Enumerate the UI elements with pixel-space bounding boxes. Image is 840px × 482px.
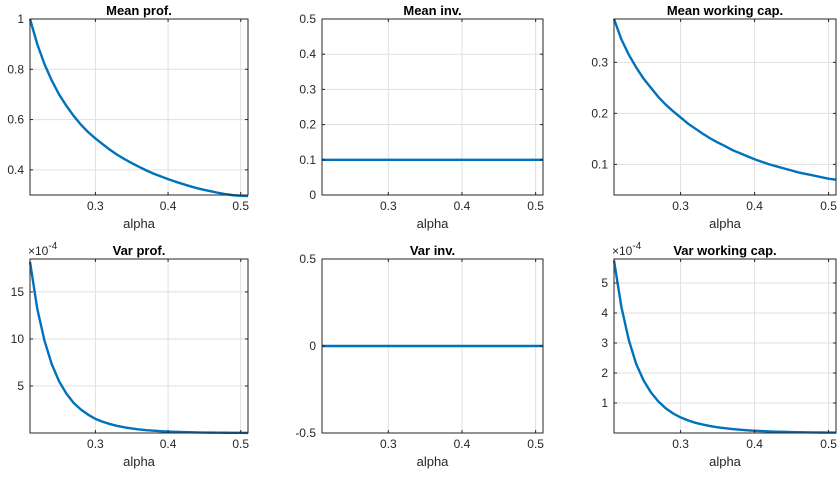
data-line xyxy=(612,18,837,181)
x-tick-label: 0.3 xyxy=(380,437,397,451)
x-tick-label: 0.3 xyxy=(672,199,689,213)
y-tick-label: -0.5 xyxy=(295,426,316,440)
x-tick-label: 0.5 xyxy=(232,199,249,213)
axes-box xyxy=(29,258,249,434)
plot-area xyxy=(30,19,248,195)
y-tick-label: 1 xyxy=(17,12,24,26)
y-tick-label: 0.8 xyxy=(7,62,24,76)
y-tick-label: 10 xyxy=(11,332,25,346)
x-tick-label: 0.4 xyxy=(454,437,471,451)
subplot-1: 0.3 0.4 0.5 0.4 0.6 0.8 1 Mean prof. alpha xyxy=(7,3,249,231)
y-tick-label: 0 xyxy=(309,339,316,353)
y-tick-label: 2 xyxy=(601,366,608,380)
chart-title: Var working cap. xyxy=(673,243,776,258)
subplot-6: 0.3 0.4 0.5 1 2 3 4 5 Var working cap. alpha ×10-4 xyxy=(601,241,837,469)
x-tick-label: 0.4 xyxy=(454,199,471,213)
plot-area xyxy=(614,19,836,195)
x-tick-label: 0.4 xyxy=(160,199,177,213)
y-tick-label: 0.5 xyxy=(299,12,316,26)
y-exponent-label: ×10-4 xyxy=(28,241,58,258)
y-tick-label: 3 xyxy=(601,336,608,350)
y-tick-label: 0.6 xyxy=(7,113,24,127)
y-tick-label: 0.2 xyxy=(591,106,608,120)
y-tick-label: 1 xyxy=(601,396,608,410)
x-axis-label: alpha xyxy=(709,216,742,231)
y-tick-label: 0.3 xyxy=(591,55,608,69)
data-line xyxy=(28,18,249,198)
x-tick-label: 0.3 xyxy=(87,437,104,451)
y-tick-label: 0.4 xyxy=(7,163,24,177)
chart-title: Var prof. xyxy=(113,243,166,258)
y-tick-label: 5 xyxy=(17,379,24,393)
x-tick-label: 0.5 xyxy=(820,199,837,213)
x-axis-label: alpha xyxy=(123,454,156,469)
y-tick-label: 0.3 xyxy=(299,82,316,96)
data-line xyxy=(612,260,837,434)
x-tick-label: 0.4 xyxy=(746,199,763,213)
subplot-3: 0.3 0.4 0.5 0.1 0.2 0.3 Mean working cap. alpha xyxy=(591,3,837,231)
x-axis-label: alpha xyxy=(709,454,742,469)
x-tick-label: 0.5 xyxy=(527,199,544,213)
y-tick-label: 0.4 xyxy=(299,47,316,61)
subplot-2: 0.3 0.4 0.5 0 0.1 0.2 0.3 0.4 0.5 Mean inv. alpha xyxy=(299,3,544,231)
y-tick-label: 4 xyxy=(601,306,608,320)
x-tick-label: 0.3 xyxy=(672,437,689,451)
axes-box xyxy=(321,18,544,196)
chart-title: Mean working cap. xyxy=(667,3,783,18)
y-tick-label: 0.1 xyxy=(299,153,316,167)
x-tick-label: 0.3 xyxy=(380,199,397,213)
axes-box xyxy=(613,18,837,196)
x-tick-label: 0.5 xyxy=(820,437,837,451)
subplot-4: 0.3 0.4 0.5 5 10 15 Var prof. alpha ×10-4 xyxy=(11,241,250,469)
x-tick-label: 0.4 xyxy=(746,437,763,451)
y-tick-label: 15 xyxy=(11,285,25,299)
y-tick-label: 0.2 xyxy=(299,118,316,132)
chart-title: Var inv. xyxy=(410,243,455,258)
x-tick-label: 0.4 xyxy=(160,437,177,451)
x-tick-label: 0.5 xyxy=(527,437,544,451)
x-axis-label: alpha xyxy=(123,216,156,231)
y-tick-label: 0.1 xyxy=(591,157,608,171)
x-tick-label: 0.5 xyxy=(232,437,249,451)
plot-area xyxy=(614,259,836,433)
x-tick-label: 0.3 xyxy=(87,199,104,213)
y-tick-label: 0 xyxy=(309,188,316,202)
subplot-5: 0.3 0.4 0.5 -0.5 0 0.5 Var inv. alpha xyxy=(295,243,544,469)
x-axis-label: alpha xyxy=(417,454,450,469)
y-tick-label: 5 xyxy=(601,276,608,290)
x-axis-label: alpha xyxy=(417,216,450,231)
chart-title: Mean prof. xyxy=(106,3,172,18)
axes-box xyxy=(29,18,249,196)
plot-area xyxy=(322,19,543,195)
y-tick-label: 0.5 xyxy=(299,252,316,266)
axes-box xyxy=(613,258,837,434)
chart-title: Mean inv. xyxy=(403,3,461,18)
plot-area xyxy=(30,259,248,433)
y-exponent-label: ×10-4 xyxy=(612,241,642,258)
